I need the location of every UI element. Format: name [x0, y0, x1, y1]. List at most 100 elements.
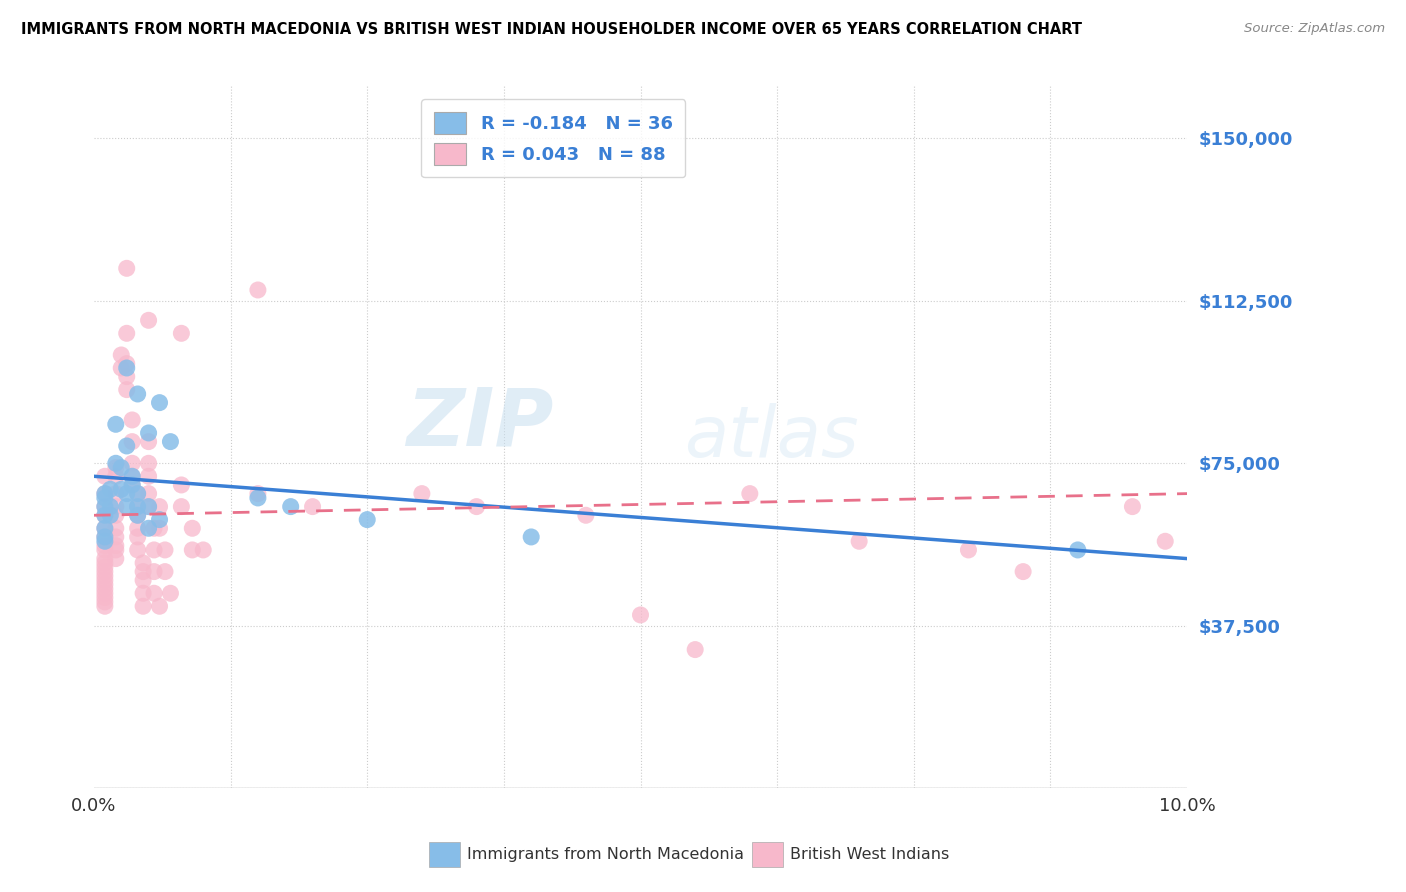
Point	[104, 551, 127, 566]
Point	[138, 486, 160, 500]
Point	[94, 565, 117, 579]
Point	[94, 560, 117, 574]
Point	[143, 586, 166, 600]
Point	[104, 486, 127, 500]
Point	[127, 387, 149, 401]
Point	[181, 543, 204, 558]
Point	[127, 486, 149, 500]
Point	[94, 599, 117, 614]
Point	[115, 369, 138, 384]
Point	[94, 491, 117, 505]
Point	[121, 478, 143, 492]
Point	[411, 486, 433, 500]
Point	[94, 569, 117, 583]
Point	[115, 357, 138, 371]
Point	[738, 486, 761, 500]
Point	[104, 456, 127, 470]
Point	[170, 326, 193, 341]
Point	[148, 395, 170, 409]
Point	[148, 500, 170, 514]
Point	[115, 326, 138, 341]
Point	[193, 543, 215, 558]
Point	[148, 521, 170, 535]
Point	[127, 486, 149, 500]
Point	[94, 591, 117, 605]
Point	[94, 539, 117, 553]
Text: ZIP: ZIP	[406, 384, 553, 462]
Point	[159, 586, 181, 600]
Point	[127, 530, 149, 544]
Text: atlas: atlas	[685, 403, 859, 472]
Point	[94, 508, 117, 523]
Point	[630, 607, 652, 622]
Point	[94, 500, 117, 514]
Point	[104, 417, 127, 432]
Point	[94, 586, 117, 600]
Point	[94, 574, 117, 588]
Point	[957, 543, 980, 558]
Point	[181, 521, 204, 535]
Point	[121, 413, 143, 427]
Point	[132, 586, 155, 600]
Point	[115, 383, 138, 397]
Point	[683, 642, 706, 657]
Point	[94, 595, 117, 609]
Point	[127, 500, 149, 514]
Point	[301, 500, 323, 514]
Point	[98, 500, 121, 514]
Point	[94, 469, 117, 483]
Point	[110, 460, 132, 475]
Point	[148, 599, 170, 614]
Point	[1121, 500, 1143, 514]
Point	[121, 469, 143, 483]
Point	[132, 565, 155, 579]
Point	[94, 521, 117, 535]
Point	[94, 551, 117, 566]
Point	[280, 500, 302, 514]
Point	[94, 508, 117, 523]
Point	[127, 508, 149, 523]
Point	[159, 434, 181, 449]
Point	[356, 513, 378, 527]
Point	[115, 361, 138, 376]
Point	[94, 556, 117, 570]
Point	[104, 543, 127, 558]
Point	[94, 582, 117, 596]
Point	[575, 508, 598, 523]
Point	[115, 486, 138, 500]
Point	[94, 530, 117, 544]
Point	[143, 543, 166, 558]
Point	[94, 521, 117, 535]
Point	[132, 574, 155, 588]
Point	[115, 439, 138, 453]
Point	[115, 261, 138, 276]
Point	[104, 469, 127, 483]
Point	[170, 500, 193, 514]
Point	[127, 508, 149, 523]
Point	[98, 508, 121, 523]
Text: British West Indians: British West Indians	[790, 847, 949, 862]
Point	[153, 543, 176, 558]
Point	[132, 599, 155, 614]
Point	[94, 543, 117, 558]
Point	[110, 361, 132, 376]
Point	[170, 478, 193, 492]
Point	[104, 530, 127, 544]
Point	[132, 556, 155, 570]
Point	[138, 434, 160, 449]
Point	[246, 486, 269, 500]
Point	[115, 500, 138, 514]
Point	[465, 500, 488, 514]
Point	[153, 565, 176, 579]
Point	[104, 539, 127, 553]
Text: Immigrants from North Macedonia: Immigrants from North Macedonia	[467, 847, 744, 862]
Point	[121, 478, 143, 492]
Point	[94, 530, 117, 544]
Text: IMMIGRANTS FROM NORTH MACEDONIA VS BRITISH WEST INDIAN HOUSEHOLDER INCOME OVER 6: IMMIGRANTS FROM NORTH MACEDONIA VS BRITI…	[21, 22, 1083, 37]
Point	[121, 456, 143, 470]
Point	[138, 456, 160, 470]
Point	[94, 486, 117, 500]
Point	[127, 543, 149, 558]
Point	[138, 313, 160, 327]
Point	[246, 283, 269, 297]
